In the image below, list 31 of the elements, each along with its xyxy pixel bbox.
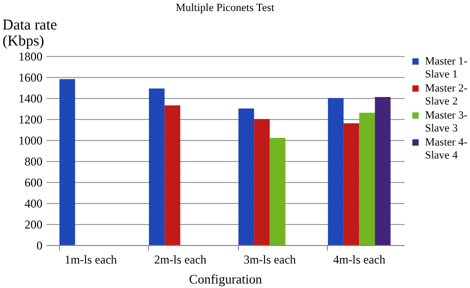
y-tick-label: 1000 (18, 134, 42, 148)
x-tick-label: 1m-ls each (64, 252, 117, 266)
legend-label: Master 2-Slave 2 (425, 82, 468, 108)
y-tick-label: 1200 (18, 112, 42, 126)
y-tick-label: 200 (24, 218, 42, 232)
bar (238, 108, 254, 245)
bar (374, 96, 391, 245)
legend-label: Master 4-Slave 4 (425, 136, 468, 162)
bar (254, 119, 270, 245)
bar (59, 79, 76, 245)
bar (359, 112, 375, 245)
y-tick-label: 0 (36, 238, 42, 252)
bar (344, 123, 360, 245)
bar (148, 88, 165, 245)
x-tick-label: 2m-ls each (154, 252, 206, 266)
y-axis-title: Data rate (Kbps) (2, 18, 58, 50)
y-tick-label: 1400 (18, 92, 42, 106)
y-tick-label: 1600 (18, 70, 42, 84)
bar (270, 138, 286, 245)
bar (328, 98, 344, 245)
chart-title: Multiple Piconets Test (176, 2, 274, 14)
y-tick-label: 800 (24, 154, 42, 168)
legend-label: Master 3-Slave 3 (425, 110, 468, 134)
y-tick-label: 1800 (18, 50, 42, 64)
bar (164, 105, 180, 245)
x-tick-label: 4m-ls each (333, 252, 386, 266)
y-tick-label: 600 (24, 176, 42, 190)
x-tick-label: 3m-ls each (244, 252, 296, 266)
legend-label: Master 1-Slave 1 (425, 56, 468, 80)
x-axis-title: Configuration (189, 272, 262, 286)
y-tick-label: 400 (24, 196, 42, 210)
